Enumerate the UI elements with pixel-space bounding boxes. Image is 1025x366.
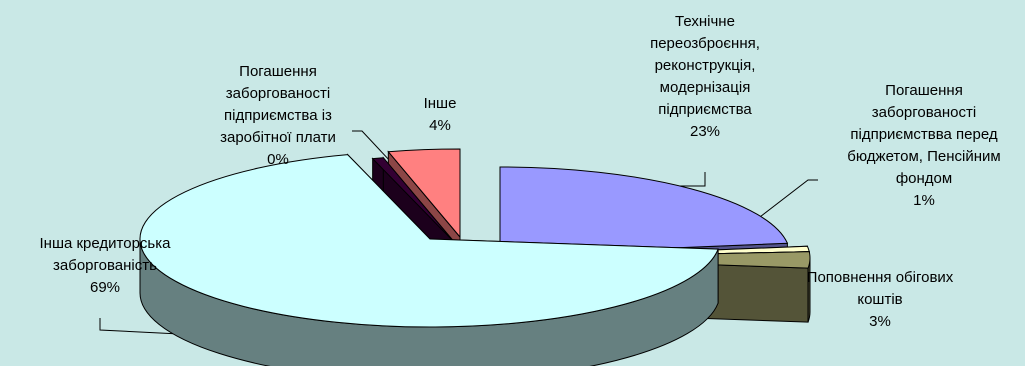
- slice-value-misc: 4%: [429, 117, 451, 134]
- slice-value-budget: 1%: [913, 192, 935, 209]
- slice-label-line: підприємствва перед: [850, 126, 997, 143]
- slice-value-working: 3%: [869, 313, 891, 330]
- slice-label-line: Поповнення обігових: [807, 269, 954, 286]
- slice-label-line: коштів: [857, 291, 902, 308]
- slice-value-salary: 0%: [267, 151, 289, 168]
- slice-label-line: Інша кредиторська: [40, 235, 172, 252]
- slice-label-other-creditor: Інша кредиторська заборгованість 69%: [40, 235, 172, 296]
- slice-label-line: підприємства із: [224, 107, 332, 124]
- slice-label-line: модернізація: [660, 79, 751, 96]
- slice-label-budget: Погашення заборгованості підприємствва пер…: [847, 82, 1000, 209]
- slice-label-line: Погашення: [885, 82, 963, 99]
- slice-value-tech: 23%: [690, 123, 720, 140]
- slice-label-line: реконструкція,: [655, 57, 756, 74]
- slice-label-line: підприємства: [658, 101, 752, 118]
- slice-label-line: переозброєння,: [650, 35, 760, 52]
- slice-label-line: заборгованості: [872, 104, 976, 121]
- slice-label-line: заборгованість: [53, 257, 157, 274]
- slice-label-tech: Технічне переозброєння, реконструкція, моде…: [650, 13, 760, 140]
- slice-label-line: фондом: [896, 170, 952, 187]
- pie-slice-other-creditor: [139, 153, 719, 366]
- slice-label-line: заборгованості: [226, 85, 330, 102]
- slice-label-line: Погашення: [239, 63, 317, 80]
- slice-label-line: Технічне: [675, 13, 735, 30]
- slice-value-other-creditor: 69%: [90, 279, 120, 296]
- slice-label-misc: Інше 4%: [424, 95, 457, 134]
- slice-label-line: Інше: [424, 95, 457, 112]
- slice-label-salary: Погашення заборгованості підприємства із за…: [220, 63, 336, 168]
- slice-label-line: заробітної плати: [220, 129, 336, 146]
- slice-label-line: бюджетом, Пенсійним: [847, 148, 1000, 165]
- slice-label-working: Поповнення обігових коштів 3%: [807, 269, 954, 330]
